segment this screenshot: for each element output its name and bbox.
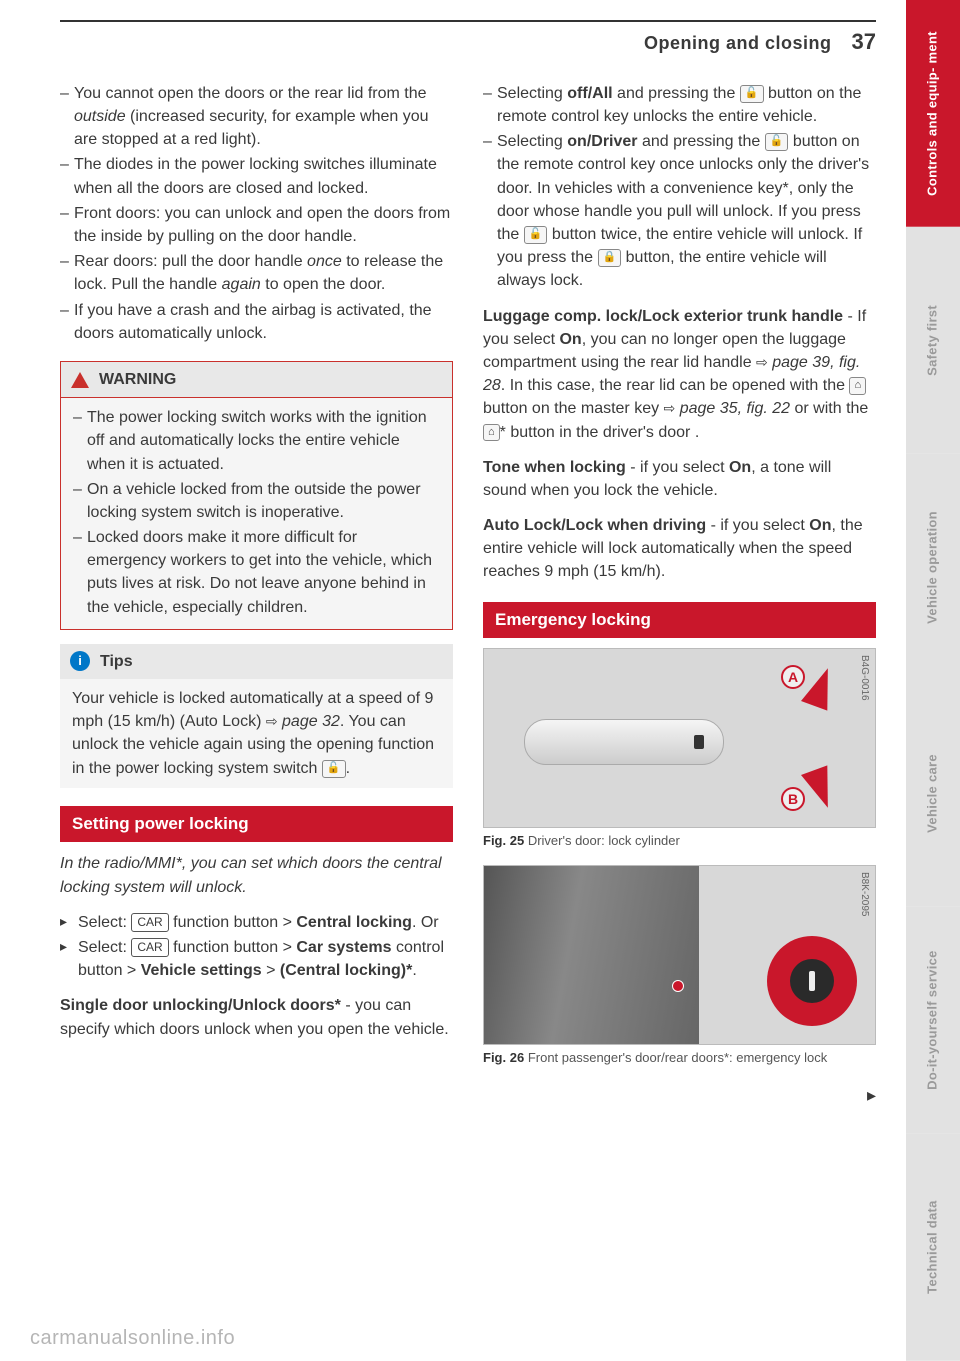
figure-tag: B8K-2095 [857,872,872,916]
left-bullets: You cannot open the doors or the rear li… [60,82,453,345]
tab-controls[interactable]: Controls and equip- ment [906,0,960,227]
warning-box: WARNING The power locking switch works w… [60,361,453,630]
list-item: Selecting off/All and pressing the 🔓 but… [483,82,876,128]
marker-b: B [781,787,805,811]
tab-operation[interactable]: Vehicle operation [906,454,960,681]
info-icon: i [70,651,90,671]
tab-safety[interactable]: Safety first [906,227,960,454]
tips-title: Tips [100,650,133,673]
continue-icon: ▸ [483,1082,876,1108]
figure-25-caption: Fig. 25 Driver's door: lock cylinder [483,832,876,851]
list-item: Selecting on/Driver and pressing the 🔓 b… [483,130,876,292]
emergency-heading: Emergency locking [483,602,876,639]
section-intro: In the radio/MMI*, you can set which doo… [60,852,453,898]
figure-tag: B4G-0016 [857,655,872,701]
auto-lock-para: Auto Lock/Lock when driving - if you sel… [483,514,876,584]
lock-point-icon [672,980,684,992]
warning-title: WARNING [99,368,176,391]
lock-cylinder-dot [694,735,704,749]
tips-body: Your vehicle is locked automatically at … [60,679,453,788]
list-item: Locked doors make it more difficult for … [73,526,440,619]
right-column: Selecting off/All and pressing the 🔓 but… [483,82,876,1108]
list-item: Rear doors: pull the door handle once to… [60,250,453,296]
figure-26: B8K-2095 [483,865,876,1045]
section-title: Opening and closing [644,30,832,56]
tab-care[interactable]: Vehicle care [906,680,960,907]
keyhole-icon [790,959,834,1003]
page-content: Opening and closing 37 You cannot open t… [0,0,906,1361]
tab-diy[interactable]: Do-it-yourself service [906,907,960,1134]
figure-26-caption: Fig. 26 Front passenger's door/rear door… [483,1049,876,1068]
door-panel-shape [484,866,699,1044]
tips-box: i Tips Your vehicle is locked automatica… [60,644,453,788]
single-door-para: Single door unlocking/Unlock doors* - yo… [60,994,453,1040]
tips-header: i Tips [60,644,453,679]
page-number: 37 [852,26,876,58]
right-bullets: Selecting off/All and pressing the 🔓 but… [483,82,876,293]
tone-para: Tone when locking - if you select On, a … [483,456,876,502]
tab-technical[interactable]: Technical data [906,1134,960,1361]
side-tabs: Controls and equip- ment Safety first Ve… [906,0,960,1361]
fig-label: Fig. 26 [483,1050,524,1065]
steps-list: Select: CAR function button > Central lo… [60,911,453,983]
figure-25: B4G-0016 A B [483,648,876,828]
fig-text: Driver's door: lock cylinder [528,833,680,848]
detail-circle [767,936,857,1026]
list-item: You cannot open the doors or the rear li… [60,82,453,152]
warning-icon [71,372,89,388]
arrow-down-icon [801,766,841,813]
list-item: The power locking switch works with the … [73,406,440,476]
list-item: Select: CAR function button > Car system… [60,936,453,982]
list-item: Select: CAR function button > Central lo… [60,911,453,934]
page-header: Opening and closing 37 [60,20,876,58]
list-item: On a vehicle locked from the outside the… [73,478,440,524]
warning-header: WARNING [61,362,452,398]
list-item: The diodes in the power locking switches… [60,153,453,199]
list-item: If you have a crash and the airbag is ac… [60,299,453,345]
watermark: carmanualsonline.info [30,1324,235,1353]
warning-list: The power locking switch works with the … [73,406,440,619]
arrow-up-icon [801,664,841,711]
marker-a: A [781,665,805,689]
luggage-para: Luggage comp. lock/Lock exterior trunk h… [483,305,876,444]
list-item: Front doors: you can unlock and open the… [60,202,453,248]
section-heading: Setting power locking [60,806,453,843]
fig-label: Fig. 25 [483,833,524,848]
fig-text: Front passenger's door/rear doors*: emer… [528,1050,827,1065]
left-column: You cannot open the doors or the rear li… [60,82,453,1108]
